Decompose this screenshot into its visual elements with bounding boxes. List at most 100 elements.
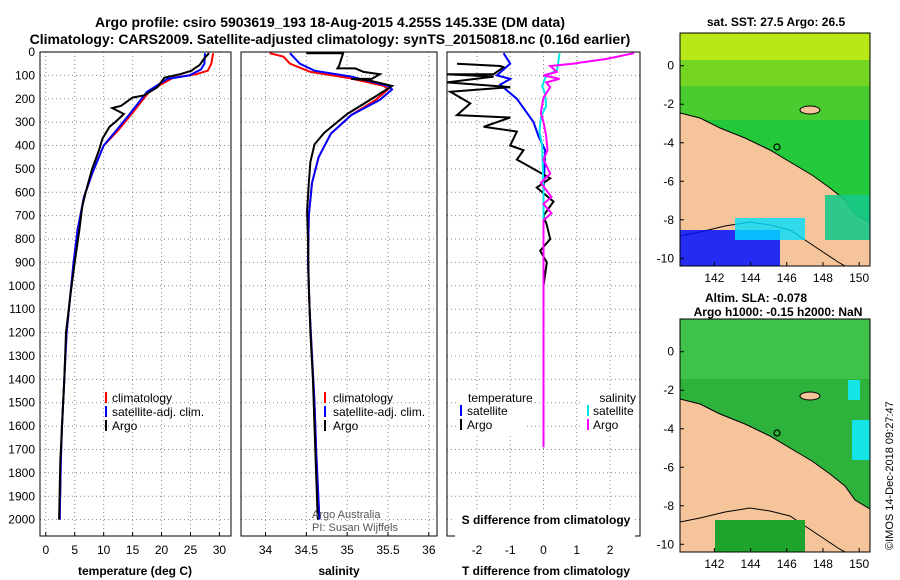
- x-tick-label-34: 34: [259, 543, 273, 557]
- sla-cyan-patch1: [848, 380, 860, 400]
- legend-label-climatology: climatology: [333, 391, 393, 405]
- series-t-argo: [447, 62, 555, 448]
- map-lon-label-146: 146: [777, 271, 797, 285]
- temperature-grid: [40, 51, 231, 536]
- depth-tick-200: 200: [15, 92, 35, 106]
- x-tick-label-10: 10: [97, 543, 111, 557]
- depth-tick-700: 700: [15, 209, 35, 223]
- salinity-axes: [240, 51, 438, 537]
- salinity-legend: climatology satellite-adj. clim. Argo: [324, 391, 425, 433]
- sla-map-title1: Altim. SLA: -0.078: [705, 291, 807, 305]
- sst-warm-band2: [680, 60, 870, 88]
- x-tick-label-35: 35: [340, 543, 354, 557]
- legend-label-s-satellite: satellite: [593, 404, 634, 418]
- map-lat-label--2: -2: [663, 383, 674, 397]
- difference-legend: temperature satellite Argo salinity sate…: [456, 390, 638, 435]
- map-lat-label--4: -4: [663, 136, 674, 150]
- s-diff-label-bg: [455, 511, 635, 541]
- x-tick-label-36: 36: [422, 543, 436, 557]
- salinity-lines: [269, 52, 395, 520]
- sla-map-title2: Argo h1000: -0.15 h2000: NaN: [694, 305, 863, 319]
- series-climatology: [269, 52, 390, 520]
- depth-tick-1800: 1800: [8, 466, 35, 480]
- x-tick-label-35.5: 35.5: [376, 543, 400, 557]
- legend-label-argo: Argo: [333, 419, 359, 433]
- sst-island: [799, 105, 821, 115]
- legend-label-s-argo: Argo: [593, 418, 619, 432]
- legend-label-sat-adj: satellite-adj. clim.: [333, 405, 425, 419]
- sla-map-ticks: 0 -2 -4 -6 -8 -10 142 144 146 148 150: [657, 345, 870, 571]
- sla-light-zone: [680, 319, 870, 379]
- x-tick-label--1: -1: [505, 543, 516, 557]
- depth-tick-600: 600: [15, 185, 35, 199]
- salinity-panel: 34 34.5 35 35.5 36 salinity climatology sate…: [240, 51, 438, 578]
- map-lon-label-142: 142: [704, 271, 724, 285]
- map-lon-label-148: 148: [813, 271, 833, 285]
- series-argo: [306, 52, 395, 520]
- x-tick-label-25: 25: [184, 543, 198, 557]
- x-tick-label-1: 1: [573, 543, 580, 557]
- sst-teal-patch: [825, 195, 870, 240]
- argo-position-marker-sst: [773, 143, 781, 151]
- sla-cyan-patch2: [852, 420, 870, 460]
- depth-tick-0: 0: [28, 45, 35, 59]
- x-tick-label-15: 15: [126, 543, 140, 557]
- salinity-xlabel: salinity: [318, 564, 360, 578]
- depth-tick-1100: 1100: [9, 302, 35, 316]
- credit-line2: PI: Susan Wijffels: [312, 522, 398, 534]
- map-lon-label-144: 144: [741, 557, 761, 571]
- depth-tick-300: 300: [15, 115, 35, 129]
- depth-tick-labels: 0 100 200 300 400 500 600 700 800 900 1000 1100 1200…: [8, 45, 35, 527]
- depth-tick-1400: 1400: [8, 372, 35, 386]
- legend-label-t-satellite: satellite: [467, 404, 508, 418]
- x-tick-label-20: 20: [155, 543, 169, 557]
- temperature-tick-labels: 0 5 10 15 20 25 30: [42, 532, 226, 557]
- legend-title-salinity: salinity: [599, 391, 636, 405]
- map-lat-label--2: -2: [663, 97, 674, 111]
- sla-south-sea: [715, 520, 805, 552]
- x-tick-label-5: 5: [71, 543, 78, 557]
- map-lat-label--6: -6: [663, 174, 674, 188]
- sla-map-frame: [679, 318, 871, 553]
- sst-cool-patch2: [735, 218, 805, 240]
- sst-warm-band: [680, 33, 870, 63]
- legend-label-sat-adj: satellite-adj. clim.: [112, 405, 204, 419]
- map-lat-label--6: -6: [663, 460, 674, 474]
- map-lon-label-150: 150: [849, 557, 869, 571]
- map-lat-label--4: -4: [663, 422, 674, 436]
- credit-line1: Argo Australia: [312, 509, 381, 521]
- imos-timestamp: ©IMOS 14-Dec-2018 09:27:47: [884, 401, 896, 550]
- series-s-argo: [539, 52, 635, 448]
- depth-tick-1000: 1000: [8, 279, 35, 293]
- map-lat-label--8: -8: [663, 499, 674, 513]
- temperature-axes: [39, 51, 232, 537]
- map-lon-label-146: 146: [777, 557, 797, 571]
- x-tick-label-34.5: 34.5: [295, 543, 319, 557]
- depth-tick-900: 900: [15, 255, 35, 269]
- header-line1: Argo profile: csiro 5903619_193 18-Aug-2…: [95, 14, 565, 30]
- depth-tick-800: 800: [15, 232, 35, 246]
- temperature-xlabel: temperature (deg C): [78, 564, 192, 578]
- map-lat-label--10: -10: [657, 537, 675, 551]
- series-t-satellite: [494, 52, 547, 448]
- sst-warm-band3: [680, 86, 870, 120]
- depth-tick-1600: 1600: [8, 419, 35, 433]
- sst-map: sat. SST: 27.5 Argo: 26.5 0 -2 -4 -6 -8 -10 14…: [657, 15, 871, 285]
- legend-label-climatology: climatology: [112, 391, 172, 405]
- map-lon-label-142: 142: [704, 557, 724, 571]
- legend-bg-right: [580, 390, 638, 435]
- map-lon-label-144: 144: [741, 271, 761, 285]
- temperature-lines: [58, 52, 215, 520]
- depth-tick-100: 100: [15, 68, 35, 82]
- sla-island: [799, 391, 821, 401]
- sst-map-title: sat. SST: 27.5 Argo: 26.5: [707, 15, 846, 29]
- x-tick-label-0: 0: [42, 543, 49, 557]
- depth-tick-1300: 1300: [8, 349, 35, 363]
- map-lat-label-0: 0: [667, 59, 674, 73]
- depth-tick-2000: 2000: [8, 513, 35, 527]
- temperature-legend: climatology satellite-adj. clim. Argo: [105, 391, 204, 433]
- x-tick-label-30: 30: [213, 543, 227, 557]
- depth-tick-1200: 1200: [8, 326, 35, 340]
- map-lon-label-148: 148: [813, 557, 833, 571]
